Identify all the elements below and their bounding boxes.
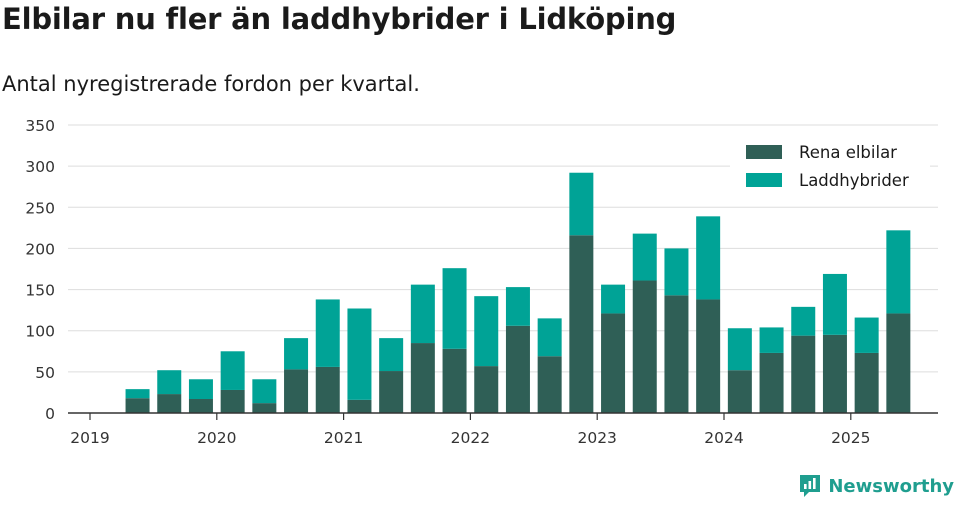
bar-laddhybrider <box>791 306 816 336</box>
legend-background <box>730 133 930 198</box>
bar-rena-elbilar <box>696 299 721 413</box>
bar-laddhybrider <box>474 296 499 367</box>
bar-laddhybrider <box>505 287 530 326</box>
bar-rena-elbilar <box>379 371 404 413</box>
legend-swatch <box>746 145 782 159</box>
bar-rena-elbilar <box>315 366 340 413</box>
bar-rena-elbilar <box>632 280 657 413</box>
bar-laddhybrider <box>759 327 784 353</box>
bars <box>125 172 911 413</box>
chart-title: Elbilar nu fler än laddhybrider i Lidköp… <box>2 2 677 36</box>
y-axis-ticks: 0 50 100 150 200 250 300 350 <box>25 117 55 423</box>
x-tick-label: 2024 <box>704 429 743 447</box>
y-tick-label: 300 <box>25 158 55 176</box>
bar-laddhybrider <box>188 379 213 400</box>
bar-laddhybrider <box>284 338 309 370</box>
brand: Newsworthy <box>798 473 954 499</box>
bar-rena-elbilar <box>854 352 879 413</box>
bar-rena-elbilar <box>537 356 562 413</box>
x-axis-ticks: 2019 2020 2021 2022 2023 2024 2025 <box>70 413 871 447</box>
bar-laddhybrider <box>537 318 562 357</box>
legend-swatch <box>746 173 782 187</box>
bar-rena-elbilar <box>759 352 784 413</box>
bar-laddhybrider <box>696 216 721 300</box>
bar-rena-elbilar <box>474 366 499 413</box>
bar-laddhybrider <box>664 248 689 296</box>
x-tick-label: 2025 <box>831 429 870 447</box>
bar-laddhybrider <box>315 299 340 367</box>
grid-lines <box>68 124 938 373</box>
x-tick-label: 2019 <box>70 429 109 447</box>
newsworthy-logo-icon <box>800 475 821 497</box>
bar-rena-elbilar <box>569 235 594 413</box>
bar-rena-elbilar <box>791 335 816 413</box>
legend-label: Rena elbilar <box>799 143 897 162</box>
bar-laddhybrider <box>410 284 435 344</box>
bar-rena-elbilar <box>284 369 309 413</box>
x-tick-label: 2023 <box>577 429 616 447</box>
bar-rena-elbilar <box>347 399 372 413</box>
bar-rena-elbilar <box>188 399 213 413</box>
x-tick-label: 2022 <box>451 429 490 447</box>
bar-rena-elbilar <box>220 389 245 413</box>
bar-laddhybrider <box>442 268 467 349</box>
bar-laddhybrider <box>632 233 657 281</box>
bar-rena-elbilar <box>886 313 911 413</box>
bar-laddhybrider <box>601 284 626 314</box>
bar-laddhybrider <box>854 317 879 353</box>
chart-subtitle: Antal nyregistrerade fordon per kvartal. <box>2 72 420 96</box>
bar-laddhybrider <box>347 308 372 400</box>
bar-laddhybrider <box>220 351 245 390</box>
bar-rena-elbilar <box>727 370 752 413</box>
y-tick-label: 100 <box>25 323 55 341</box>
bar-rena-elbilar <box>601 313 626 413</box>
bar-laddhybrider <box>252 379 277 404</box>
y-tick-label: 200 <box>25 240 55 258</box>
bar-laddhybrider <box>157 370 182 395</box>
x-tick-label: 2020 <box>197 429 236 447</box>
x-tick-label: 2021 <box>324 429 363 447</box>
y-tick-label: 50 <box>35 364 55 382</box>
y-tick-label: 350 <box>25 117 55 135</box>
bar-laddhybrider <box>886 230 911 314</box>
bar-laddhybrider <box>379 338 404 372</box>
bar-rena-elbilar <box>157 394 182 413</box>
brand-name: Newsworthy <box>828 475 954 497</box>
bar-rena-elbilar <box>442 348 467 413</box>
bar-rena-elbilar <box>125 398 150 413</box>
bar-rena-elbilar <box>252 403 277 413</box>
bar-laddhybrider <box>822 273 847 335</box>
legend-label: Laddhybrider <box>799 171 909 190</box>
bar-rena-elbilar <box>822 334 847 413</box>
y-tick-label: 150 <box>25 282 55 300</box>
bar-laddhybrider <box>125 389 150 399</box>
y-tick-label: 250 <box>25 199 55 217</box>
bar-rena-elbilar <box>505 325 530 413</box>
bar-rena-elbilar <box>664 295 689 413</box>
bar-laddhybrider <box>727 328 752 371</box>
legend: Rena elbilar Laddhybrider <box>730 133 930 198</box>
y-tick-label: 0 <box>45 405 55 423</box>
bar-rena-elbilar <box>410 343 435 413</box>
bar-laddhybrider <box>569 172 594 236</box>
